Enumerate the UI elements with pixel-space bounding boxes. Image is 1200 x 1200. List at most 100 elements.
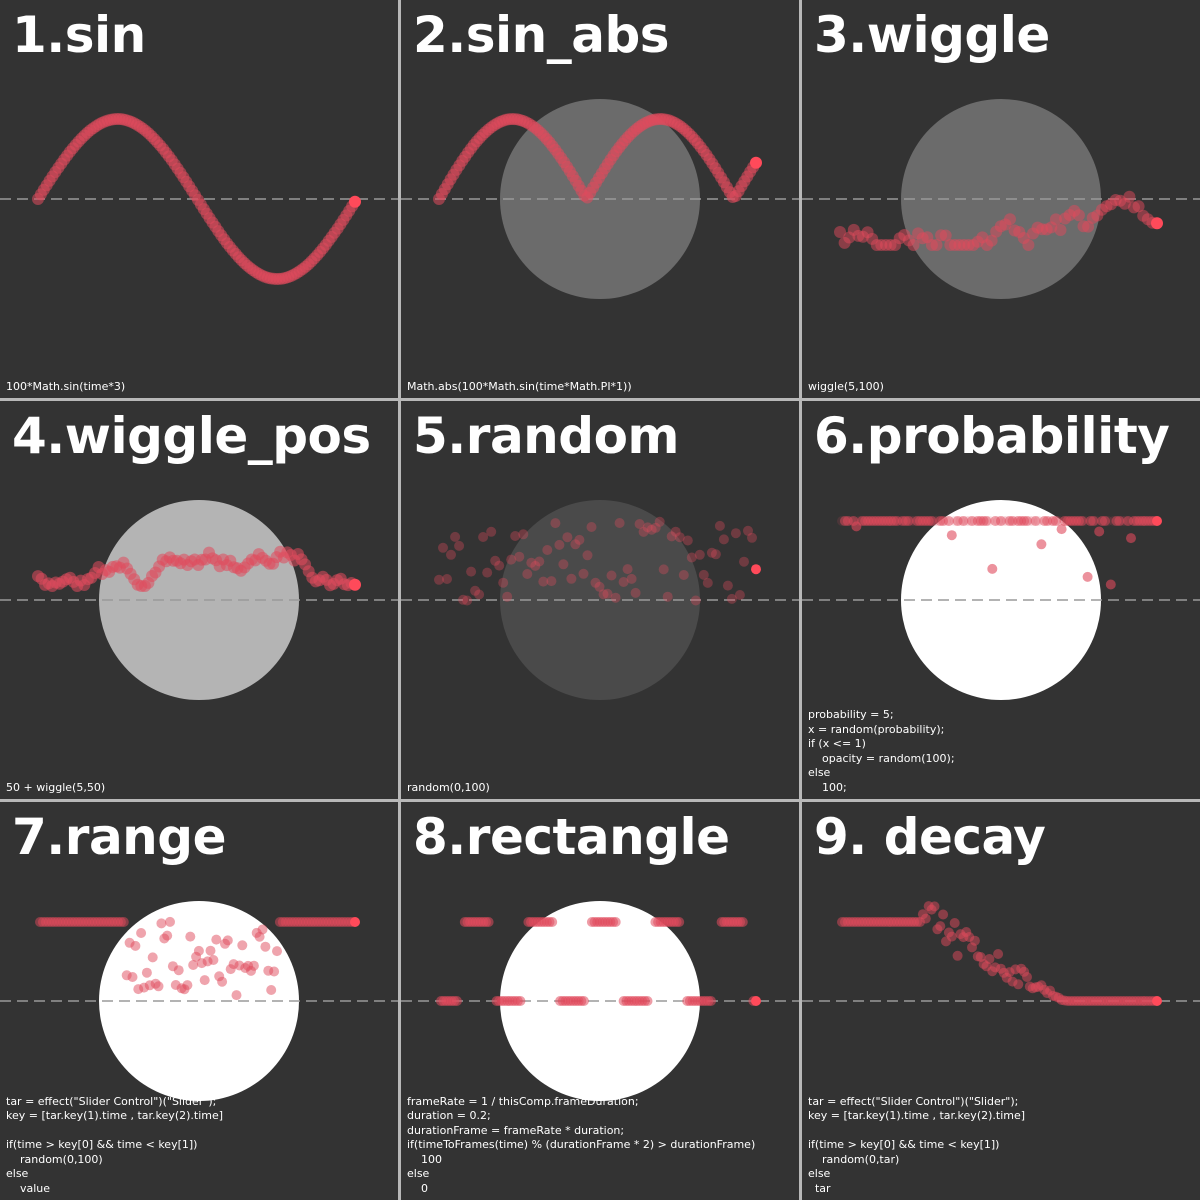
trail-dot	[1022, 516, 1032, 526]
trail-dot	[578, 996, 589, 1006]
trail-dot	[272, 946, 282, 957]
current-value-dot	[1152, 996, 1162, 1006]
plot-sin-abs	[401, 99, 799, 299]
trail-dot	[451, 996, 462, 1006]
panel-title: 3.wiggle	[814, 6, 1050, 64]
trail-dot	[722, 580, 733, 591]
trail-dot	[582, 550, 593, 561]
panel-title: 8.rectangle	[413, 808, 730, 866]
panel-sin: 1.sin 100*Math.sin(time*3)	[0, 0, 398, 398]
expression-code: Math.abs(100*Math.sin(time*Math.PI*1))	[407, 379, 632, 393]
trail-dot	[984, 954, 995, 964]
plot-wiggle	[802, 99, 1200, 299]
trail-dot	[570, 539, 581, 550]
trail-dot	[969, 935, 980, 946]
trail-dot	[574, 534, 585, 545]
trail-dot	[188, 960, 199, 970]
trail-dot	[127, 972, 138, 982]
trail-dot	[1082, 571, 1093, 582]
expression-code: 50 + wiggle(5,50)	[6, 780, 106, 794]
trail-dot	[1036, 539, 1047, 550]
panel-title: 4.wiggle_pos	[12, 407, 371, 465]
trail-dot	[470, 585, 481, 596]
trail-dot	[714, 520, 725, 531]
trail-dot	[1088, 516, 1099, 526]
trail-dot	[1076, 516, 1087, 526]
trail-dot	[165, 916, 175, 927]
trail-dot	[634, 519, 645, 529]
trail-dot	[952, 950, 963, 961]
current-value-dot	[751, 996, 761, 1006]
trail-dot	[518, 529, 529, 540]
trail-dot	[626, 573, 637, 584]
trail-dot	[718, 534, 729, 545]
trail-dot	[682, 535, 693, 546]
trail-dot	[257, 924, 268, 935]
trail-dot	[1100, 516, 1110, 526]
trail-dot	[610, 592, 621, 603]
indicator-circle	[500, 901, 700, 1101]
expression-code: tar = effect("Slider Control")("Slider")…	[808, 1094, 1026, 1195]
trail-dot	[930, 239, 943, 251]
trail-dot	[706, 547, 717, 558]
trail-dot	[199, 975, 210, 986]
trail-dot	[834, 226, 846, 238]
trail-dot	[454, 540, 465, 551]
trail-dot	[269, 966, 280, 977]
current-value-dot	[751, 564, 761, 575]
trail-dot	[478, 532, 489, 542]
trail-dot	[522, 569, 533, 579]
trail-dot	[1050, 516, 1061, 526]
trail-dot	[558, 559, 569, 570]
trail-dot	[442, 574, 452, 584]
trail-dot	[266, 985, 277, 995]
trail-dot	[666, 531, 677, 542]
trail-dot	[136, 928, 147, 938]
trail-dot	[743, 525, 753, 536]
trail-dot	[726, 593, 737, 604]
trail-dot	[658, 564, 669, 575]
panel-title: 1.sin	[12, 6, 146, 64]
panel-title: 7.range	[12, 808, 226, 866]
plot-sin	[0, 113, 398, 285]
trail-dot	[530, 560, 541, 571]
trail-dot	[698, 569, 709, 580]
trail-dot	[1004, 213, 1016, 226]
trail-dot	[534, 556, 545, 567]
trail-dot	[208, 955, 219, 965]
trail-dot	[694, 549, 705, 560]
trail-dot	[498, 577, 509, 588]
trail-dot	[737, 917, 748, 927]
trail-dot	[450, 531, 461, 542]
trail-dot	[622, 564, 633, 575]
trail-dot	[642, 996, 653, 1006]
trail-dot	[1132, 200, 1145, 213]
trail-dot	[1054, 224, 1067, 236]
trail-dot	[237, 940, 248, 951]
panel-wiggle: 3.wiggle wiggle(5,100)	[802, 0, 1200, 398]
trail-dot	[1126, 533, 1136, 544]
indicator-circle	[99, 901, 299, 1101]
trail-dot	[739, 556, 749, 567]
trail-dot	[586, 522, 597, 532]
trail-dot	[1049, 213, 1062, 226]
current-value-dot	[350, 917, 360, 927]
trail-dot	[248, 960, 259, 971]
panel-random: 5.random random(0,100)	[401, 401, 799, 799]
trail-dot	[231, 990, 242, 1001]
trail-dot	[650, 522, 661, 533]
panel-wiggle-pos: 4.wiggle_pos 50 + wiggle(5,50)	[0, 401, 398, 799]
trail-dot	[1094, 526, 1105, 537]
trail-dot	[182, 980, 193, 991]
trail-dot	[515, 996, 526, 1006]
panel-title: 9. decay	[814, 808, 1046, 866]
trail-dot	[538, 576, 549, 587]
trail-dot	[173, 965, 184, 976]
trail-dot	[550, 518, 561, 529]
trail-dot	[646, 524, 657, 535]
trail-dot	[670, 526, 681, 537]
current-value-dot	[349, 578, 361, 591]
trail-dot	[162, 930, 173, 941]
trail-dot	[1022, 972, 1032, 982]
trail-dot	[185, 931, 196, 942]
